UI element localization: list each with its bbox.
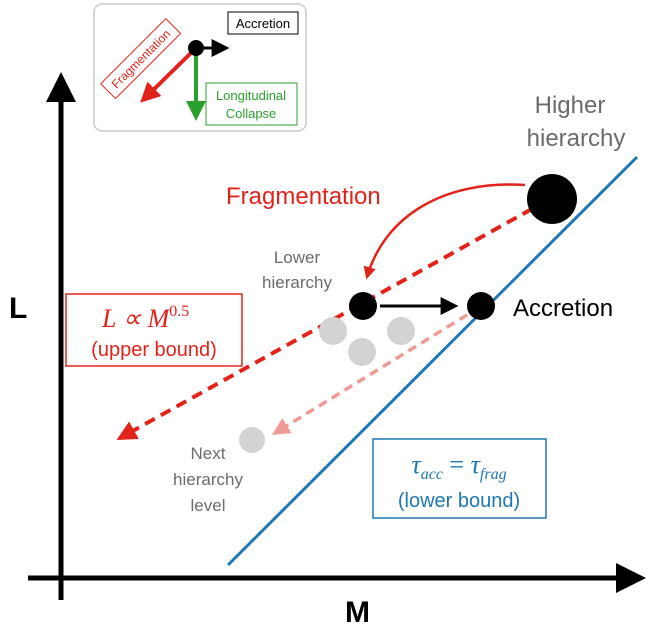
upper-bound-note: (upper bound) bbox=[91, 339, 217, 361]
lower-bound-formula: τacc = τfrag bbox=[411, 450, 506, 483]
next-level-label-1: Next bbox=[191, 444, 226, 463]
inset-fragmentation-arrow bbox=[140, 46, 198, 103]
lower-hierarchy-label-2: hierarchy bbox=[262, 273, 332, 292]
lower-hierarchy-label-1: Lower bbox=[274, 248, 321, 267]
inset-fragmentation-box bbox=[99, 17, 182, 100]
next-level-arrow bbox=[272, 305, 481, 435]
upper-bound-box: L ∝ M0.5 (upper bound) bbox=[65, 293, 243, 367]
fragmentation-label: Fragmentation bbox=[226, 183, 381, 210]
inset-collapse-label-2: Collapse bbox=[226, 106, 277, 121]
next-level-label-2: hierarchy bbox=[173, 470, 243, 489]
accretion-label: Accretion bbox=[513, 295, 613, 322]
y-axis-label: L bbox=[9, 292, 27, 325]
lower-gray-dot-2 bbox=[387, 317, 415, 345]
lower-bound-frame bbox=[372, 438, 547, 519]
lower-gray-dot-1 bbox=[319, 317, 347, 345]
x-axis-label: M bbox=[345, 596, 370, 629]
upper-bound-frame bbox=[65, 293, 243, 367]
lower-bound-note: (lower bound) bbox=[398, 490, 520, 512]
lower-bound-box: τacc = τfrag (lower bound) bbox=[372, 438, 547, 519]
higher-hierarchy-dot bbox=[527, 174, 577, 224]
inset-collapse-label-1: Longitudinal bbox=[216, 88, 286, 103]
lower-bound-line bbox=[226, 155, 639, 567]
fragmentation-curve-arrow bbox=[363, 183, 526, 280]
accretion-dot bbox=[467, 292, 495, 320]
higher-hierarchy-label-1: Higher bbox=[535, 92, 606, 119]
next-level-label-3: level bbox=[191, 496, 226, 515]
lower-hierarchy-dot bbox=[349, 292, 377, 320]
upper-bound-formula: L ∝ M0.5 bbox=[101, 303, 189, 333]
higher-hierarchy-label-2: hierarchy bbox=[527, 125, 626, 152]
inset-dot bbox=[188, 40, 204, 56]
inset-accretion-label: Accretion bbox=[236, 16, 290, 31]
inset-accretion-box bbox=[227, 11, 299, 35]
inset-legend: Accretion Longitudinal Collapse Fragment… bbox=[93, 3, 307, 132]
inset-collapse-box bbox=[205, 82, 298, 126]
next-level-dot bbox=[239, 427, 265, 453]
lower-gray-dot-3 bbox=[348, 338, 376, 366]
